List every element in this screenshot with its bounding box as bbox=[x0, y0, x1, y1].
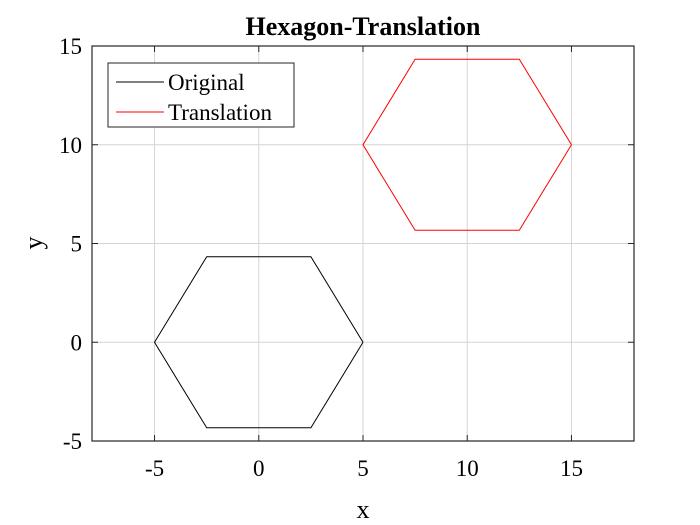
y-tick-label: 15 bbox=[59, 34, 82, 59]
ticks bbox=[92, 45, 634, 442]
x-tick-label: 15 bbox=[560, 456, 583, 481]
x-tick-label: -5 bbox=[145, 456, 164, 481]
y-tick-label: 10 bbox=[59, 133, 82, 158]
series-line-original bbox=[153, 256, 364, 429]
legend-label: Original bbox=[168, 70, 245, 95]
series-line-translation bbox=[362, 58, 572, 231]
x-axis-label: x bbox=[357, 495, 370, 524]
y-tick-label: 0 bbox=[71, 330, 83, 355]
legend-box bbox=[107, 62, 295, 128]
chart-title: Hexagon-Translation bbox=[246, 12, 482, 41]
x-tick-label: 10 bbox=[456, 456, 479, 481]
legend: Original Translation bbox=[107, 62, 295, 128]
y-tick-label: 5 bbox=[71, 232, 83, 257]
x-tick-label: 0 bbox=[253, 456, 265, 481]
series-layer bbox=[153, 58, 572, 429]
legend-label: Translation bbox=[168, 100, 272, 125]
x-tick-label: 5 bbox=[357, 456, 369, 481]
y-tick-label: -5 bbox=[63, 429, 82, 454]
tick-labels: -5 0 5 10 15 -5 0 5 10 15 bbox=[59, 34, 583, 481]
y-axis-label: y bbox=[19, 237, 48, 250]
